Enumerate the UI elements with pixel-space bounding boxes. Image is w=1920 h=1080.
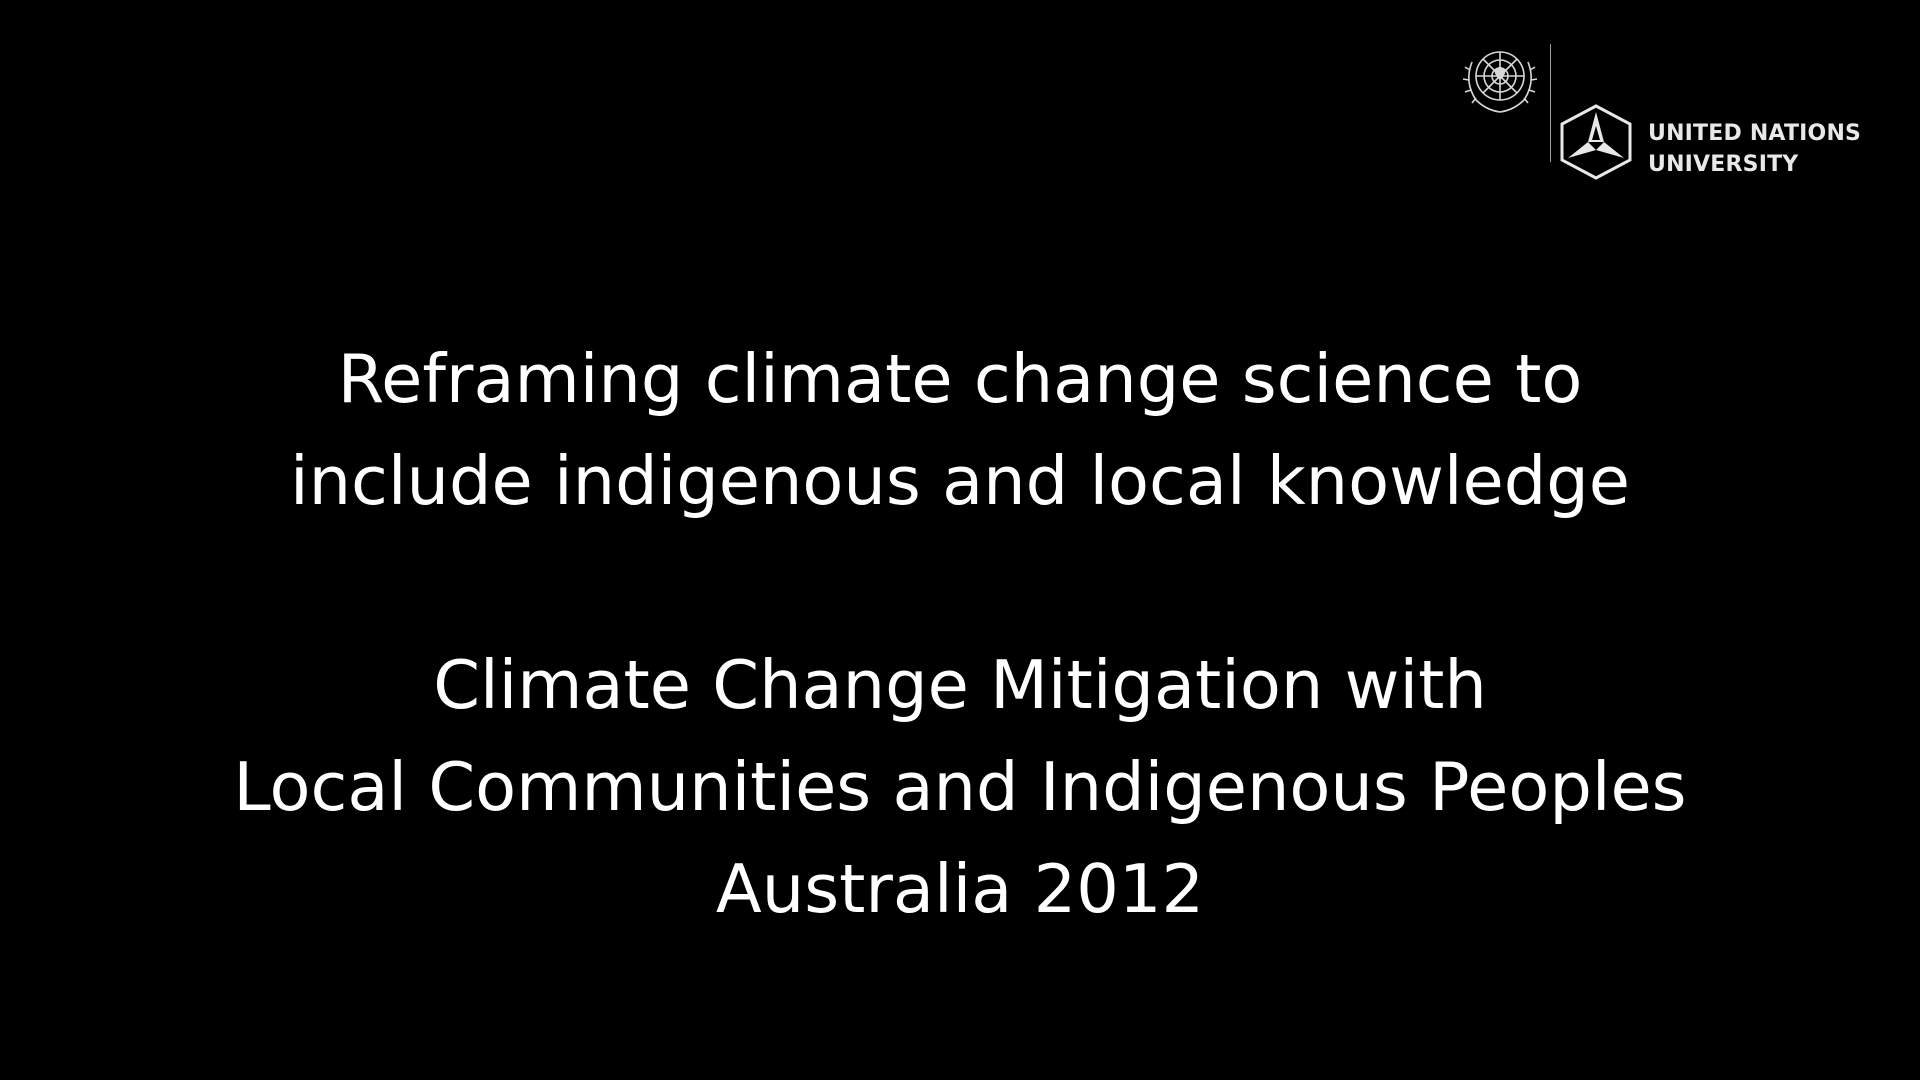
title-spacer: [0, 532, 1920, 634]
subtitle-line-2: Local Communities and Indigenous Peoples: [233, 748, 1687, 826]
subtitle-line-1: Climate Change Mitigation with: [433, 646, 1487, 724]
unu-triangle-mark-icon: [1560, 104, 1632, 180]
subtitle-line-3: Australia 2012: [715, 850, 1205, 928]
un-emblem-icon: [1462, 51, 1538, 113]
logo-divider: [1550, 44, 1551, 162]
unu-wordmark-line1: UNITED NATIONS: [1648, 121, 1862, 146]
unu-wordmark: UNITED NATIONS UNIVERSITY: [1648, 118, 1861, 180]
title-card: Reframing climate change science to incl…: [0, 328, 1920, 940]
unu-logo: UNITED NATIONS UNIVERSITY: [1450, 38, 1890, 188]
title-line-1: Reframing climate change science to: [337, 340, 1583, 418]
title-line-2: include indigenous and local knowledge: [289, 442, 1631, 520]
unu-wordmark-line2: UNIVERSITY: [1648, 152, 1799, 177]
